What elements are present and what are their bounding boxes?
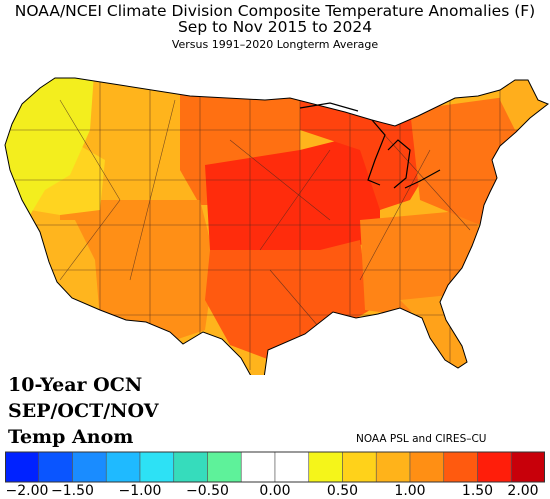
colorbar-tick-label: 0.50 [326,483,359,499]
colorbar-tick-label: 1.50 [461,483,494,499]
lake-huron-outline [387,139,411,189]
map-period: Sep to Nov 2015 to 2024 [177,18,373,36]
region-great-lakes [300,95,440,210]
colorbar-frame [5,451,545,483]
color-swatch [477,451,512,483]
color-swatch [409,451,445,483]
region-florida [400,295,470,370]
colorbar-tick-label: 2.00 [507,483,539,499]
color-swatch [207,451,242,483]
lake-superior-outline [299,102,359,112]
colorbar-tick-label: −1.00 [118,483,162,499]
colorbar-tick-label: −2.00 [5,483,49,499]
lake-erie-outline [404,169,441,189]
color-swatch [375,451,411,483]
colorbar-tick-label: 0.00 [259,483,291,499]
us-anomaly-map [4,77,549,375]
color-swatch [139,451,175,483]
anomaly-regions [5,78,548,375]
color-swatch [342,451,377,483]
colorbar-tick-label: −1.50 [51,483,94,499]
color-swatch [308,451,343,483]
map-baseline: Versus 1991–2020 Longterm Average [171,38,379,51]
us-outline [4,77,549,375]
map-annotation: 10-Year OCN SEP/OCT/NOV Temp Anom [8,372,159,450]
color-swatch [443,451,478,483]
color-swatch [5,451,40,483]
color-scale-bar [5,451,545,483]
color-swatch [105,451,141,483]
annotation-line-2: SEP/OCT/NOV [8,400,159,422]
color-swatch [72,451,107,483]
colorbar-tick-label: −0.50 [186,483,229,499]
credit-text: NOAA PSL and CIRES–CU [356,433,487,445]
color-swatch [240,451,276,483]
color-swatch [173,451,208,483]
color-swatch [38,451,73,483]
map-title: NOAA/NCEI Climate Division Composite Tem… [14,2,536,20]
annotation-line-1: 10-Year OCN [8,374,143,396]
color-swatch [274,451,310,483]
color-swatch [510,451,545,483]
region-maine [495,78,548,130]
colorbar-tick-label: 1.00 [394,483,426,499]
region-central-plains [205,135,380,260]
lake-michigan-outline [367,119,386,186]
annotation-line-3: Temp Anom [8,426,134,448]
